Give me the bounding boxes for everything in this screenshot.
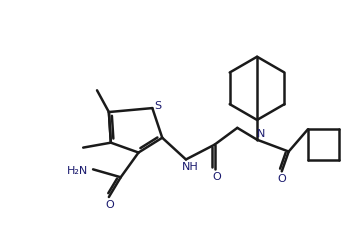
Text: N: N <box>257 129 265 139</box>
Text: O: O <box>212 172 221 182</box>
Text: H₂N: H₂N <box>67 166 88 176</box>
Text: O: O <box>105 200 114 210</box>
Text: O: O <box>277 174 286 184</box>
Text: S: S <box>155 101 162 111</box>
Text: NH: NH <box>181 162 198 172</box>
